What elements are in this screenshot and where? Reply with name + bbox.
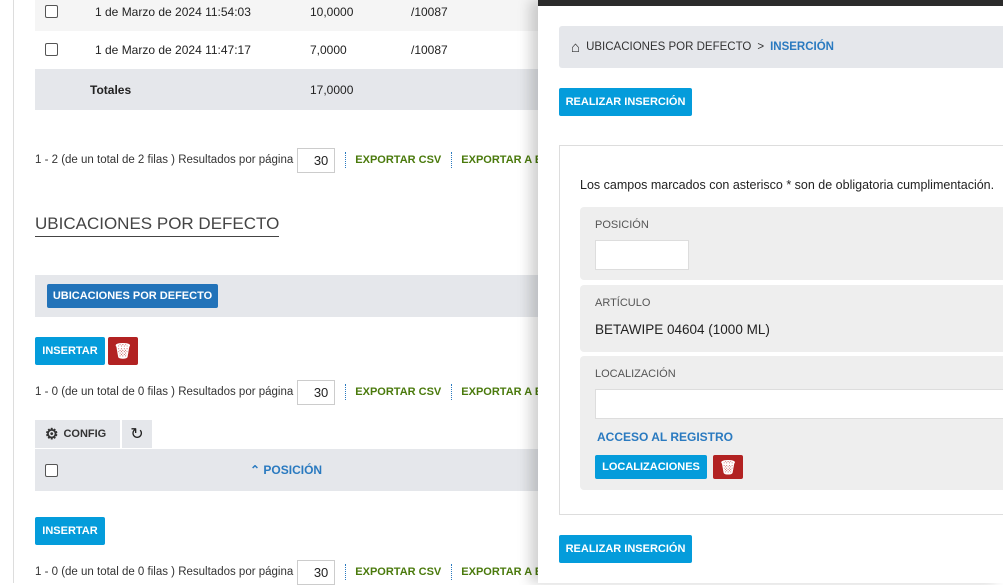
posicion-input[interactable] [595,240,689,270]
export-csv-link[interactable]: EXPORTAR CSV [355,154,442,166]
localizacion-label: LOCALIZACIÓN [595,368,676,380]
config-button[interactable]: ⚙ CONFIG [35,420,120,448]
required-note: Los campos marcados con asterisco * son … [580,178,995,192]
table-header: ⌃ POSICIÓN [35,449,545,491]
localizaciones-button[interactable]: LOCALIZACIONES [595,455,707,479]
pagination-bar: 1 - 0 (de un total de 0 filas ) Resultad… [35,559,543,585]
per-page-input[interactable]: 30 [297,379,336,405]
trash-icon[interactable]: 🗑 [108,337,138,365]
row-ref: /10087 [411,4,448,19]
form-container [559,145,1003,515]
breadcrumb-current: INSERCIÓN [770,41,834,53]
insert-button[interactable]: INSERTAR [35,517,105,545]
totals-label: Totales [90,82,132,97]
row-checkbox[interactable] [45,5,58,18]
table-row: 1 de Marzo de 2024 11:54:03 10,0000 /100… [35,0,545,31]
field-articulo: ARTÍCULO BETAWIPE 04604 (1000 ML) [580,285,1003,352]
pagination-info: 1 - 2 (de un total de 2 filas ) [35,154,175,166]
field-localizacion: LOCALIZACIÓN ACCESO AL REGISTRO LOCALIZA… [580,356,1003,490]
insert-button[interactable]: INSERTAR [35,337,105,365]
export-excel-link[interactable]: EXPORTAR A E [461,566,543,578]
page-border [13,0,14,583]
localizacion-input[interactable] [595,389,1003,419]
realizar-insercion-button[interactable]: REALIZAR INSERCIÓN [559,88,692,116]
row-checkbox[interactable] [45,43,58,56]
export-csv-link[interactable]: EXPORTAR CSV [355,386,442,398]
row-qty: 7,0000 [310,42,347,57]
acceso-registro-link[interactable]: ACCESO AL REGISTRO [597,430,734,444]
row-qty: 10,0000 [310,4,354,19]
tab-ubicaciones-por-defecto[interactable]: UBICACIONES POR DEFECTO [47,284,218,308]
breadcrumb-parent[interactable]: UBICACIONES POR DEFECTO [586,41,752,53]
pagination-bar: 1 - 0 (de un total de 0 filas ) Resultad… [35,379,543,405]
select-all-checkbox[interactable] [45,463,58,477]
table-row: 1 de Marzo de 2024 11:47:17 7,0000 /1008… [35,30,545,69]
row-ref: /10087 [411,42,448,57]
per-page-label: Resultados por página [178,154,294,166]
posicion-label: POSICIÓN [595,219,649,231]
home-icon[interactable]: ⌂ [571,38,581,56]
export-csv-link[interactable]: EXPORTAR CSV [355,566,442,578]
export-excel-link[interactable]: EXPORTAR A E [461,154,543,166]
breadcrumb-separator: > [757,41,765,53]
pagination-info: 1 - 0 (de un total de 0 filas ) [35,386,175,398]
field-posicion: POSICIÓN [580,207,1003,280]
config-label: CONFIG [63,428,107,440]
articulo-value: BETAWIPE 04604 (1000 ML) [595,322,770,337]
per-page-input[interactable]: 30 [297,559,336,585]
totals-row: Totales 17,0000 [35,69,545,110]
row-date: 1 de Marzo de 2024 11:47:17 [95,42,251,57]
column-posicion[interactable]: ⌃ POSICIÓN [250,463,323,477]
per-page-input[interactable]: 30 [297,147,336,173]
refresh-icon[interactable]: ↻ [122,420,152,448]
row-date: 1 de Marzo de 2024 11:54:03 [95,4,251,19]
articulo-label: ARTÍCULO [595,297,651,309]
panel-top-bar [538,0,1003,6]
pagination-info: 1 - 0 (de un total de 0 filas ) [35,566,175,578]
tab-bar: UBICACIONES POR DEFECTO [35,275,545,317]
totals-value: 17,0000 [310,82,354,97]
export-excel-link[interactable]: EXPORTAR A E [461,386,543,398]
pagination-bar: 1 - 2 (de un total de 2 filas ) Resultad… [35,147,543,173]
per-page-label: Resultados por página [178,386,294,398]
per-page-label: Resultados por página [178,566,294,578]
gear-icon: ⚙ [45,426,59,443]
breadcrumb: ⌂ UBICACIONES POR DEFECTO > INSERCIÓN [559,26,1003,68]
trash-icon[interactable]: 🗑 [713,455,743,479]
realizar-insercion-button-bottom[interactable]: REALIZAR INSERCIÓN [559,535,692,563]
section-title: UBICACIONES POR DEFECTO [35,214,280,237]
